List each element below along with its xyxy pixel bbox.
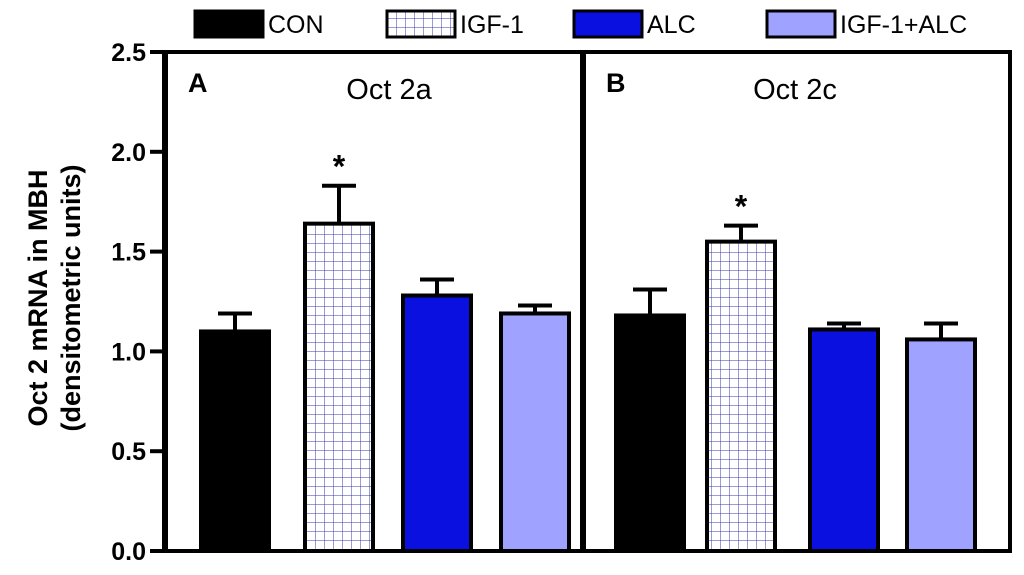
legend-swatch-alc [572,9,644,39]
y-axis-label-line1: Oct 2 mRNA in MBH [23,169,53,426]
bar-group-a-alc [401,277,473,553]
panel-b-title: Oct 2c [753,74,837,106]
legend-label-con: CON [268,11,324,39]
bar-a-con [199,329,271,553]
panel-a-title: Oct 2a [346,74,432,106]
legend-item-igf1-alc: IGF-1+ALC [765,9,967,39]
bar-group-b-igf1: * [705,189,777,553]
legend-item-con: CON [193,9,324,39]
bar-group-b-con [614,287,686,553]
legend-swatch-igf1-alc [765,9,837,39]
bar-group-b-igf1-alc [905,321,977,554]
y-tick-label: 1.5 [111,239,146,267]
bar-a-igf1 [303,221,375,553]
bar-b-alc [808,327,880,553]
bars-layer: ** [199,149,977,554]
y-tick-label: 1.0 [111,338,146,366]
legend-item-igf1: IGF-1 [385,9,524,39]
bar-group-a-con [199,311,271,553]
bar-b-con [614,313,686,553]
bar-group-a-igf1-alc [499,303,571,554]
y-axis: 0.0 0.5 1.0 1.5 2.0 2.5 [111,39,166,566]
panel-b-letter: B [606,68,626,98]
bar-a-alc [401,293,473,553]
legend-label-igf1: IGF-1 [460,11,524,39]
legend-item-alc: ALC [572,9,696,39]
legend-swatch-con [193,9,265,39]
legend-label-igf1-alc: IGF-1+ALC [840,11,967,39]
y-tick-label: 0.5 [111,438,146,466]
legend-label-alc: ALC [647,11,696,39]
panel-b-frame [582,50,1012,553]
legend-swatch-igf1 [385,9,457,39]
significance-marker-a: * [333,149,346,185]
bar-group-b-alc [808,321,880,553]
legend: CON IGF-1 ALC IGF-1+ALC [193,9,967,39]
bar-group-a-igf1: * [303,149,375,553]
y-tick-label: 2.0 [111,139,146,167]
y-axis-label-line2: (densitometric units) [56,164,86,431]
y-tick-label: 2.5 [111,39,146,67]
panel-a-letter: A [188,68,208,98]
y-tick-label: 0.0 [111,538,146,566]
significance-marker-b: * [735,189,748,225]
bar-b-igf1 [705,239,777,553]
bar-a-igf1-alc [499,311,571,554]
bar-b-igf1-alc [905,337,977,554]
